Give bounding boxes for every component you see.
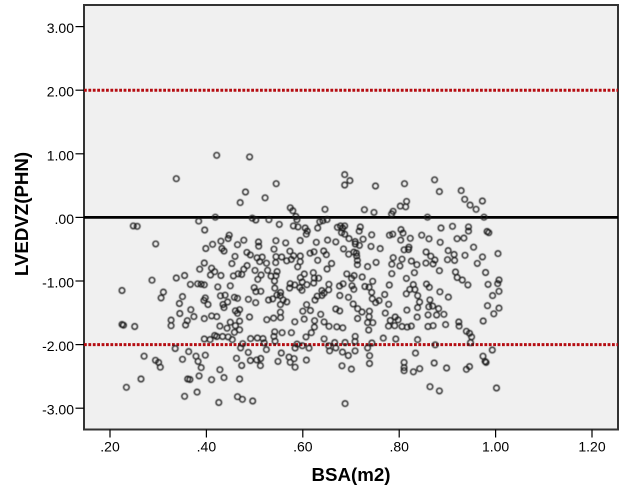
svg-text:.40: .40 <box>197 439 217 455</box>
svg-text:3.00: 3.00 <box>47 20 74 36</box>
svg-text:2.00: 2.00 <box>47 84 74 100</box>
svg-text:1.00: 1.00 <box>47 147 74 163</box>
svg-text:1.20: 1.20 <box>578 439 605 455</box>
svg-text:.80: .80 <box>389 439 409 455</box>
svg-text:-3.00: -3.00 <box>42 402 74 418</box>
svg-text:BSA(m2): BSA(m2) <box>312 464 391 485</box>
svg-text:.60: .60 <box>293 439 313 455</box>
svg-text:LVEDVZ(PHN): LVEDVZ(PHN) <box>11 152 32 276</box>
svg-text:1.00: 1.00 <box>482 439 509 455</box>
svg-text:.00: .00 <box>55 211 75 227</box>
svg-text:-1.00: -1.00 <box>42 275 74 291</box>
svg-text:.20: .20 <box>100 439 120 455</box>
svg-text:-2.00: -2.00 <box>42 338 74 354</box>
